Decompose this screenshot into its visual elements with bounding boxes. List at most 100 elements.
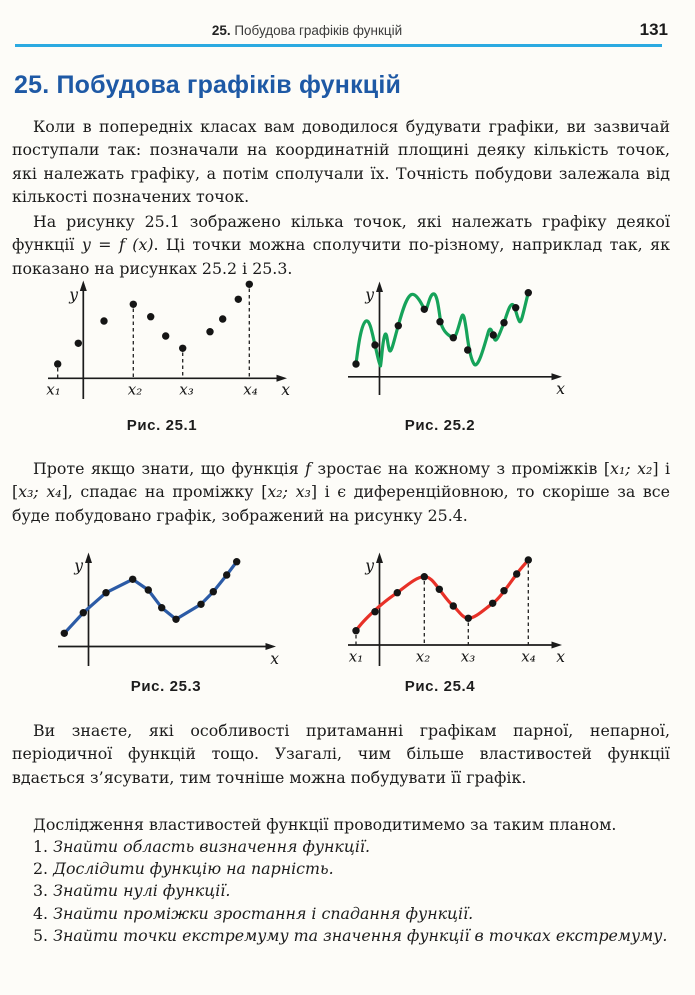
data-point <box>489 331 497 339</box>
data-point <box>234 295 242 303</box>
dashed-guides <box>57 288 250 378</box>
data-point <box>102 589 110 597</box>
y-axis-arrow <box>79 280 87 291</box>
section-heading: 25. Побудова графіків функцій <box>14 70 402 99</box>
polyline-curve <box>62 560 239 635</box>
text-run: Проте якщо знати, що функція <box>33 458 306 478</box>
data-point <box>158 604 166 612</box>
x-axis-arrow <box>276 374 287 382</box>
data-point <box>436 318 444 326</box>
text-run: ], спадає на проміжку [ <box>61 482 268 502</box>
data-point <box>524 556 532 564</box>
plan-item: 3. Знайти нулі функції. <box>12 880 672 902</box>
tick-label-x2: x₂ <box>416 648 430 666</box>
y-axis-label: y <box>68 286 78 304</box>
tick-label-x1: x₁ <box>46 381 60 399</box>
plan-item-text: Знайти проміжки зростання і спадання фун… <box>53 903 474 923</box>
plan-item-number: 5. <box>33 925 49 945</box>
plan-item-number: 4. <box>33 903 49 923</box>
plan-item-text: Знайти область визначення функції. <box>53 837 370 856</box>
x-axis-label: x <box>270 650 279 668</box>
running-head-section-number: 25. <box>211 23 231 38</box>
figure-25-3: y x <box>58 552 279 668</box>
y-axis-label: y <box>364 286 374 304</box>
text-run: ] і є диференційовною, то скоріше за все… <box>12 482 670 525</box>
math-inline: x₃; x₄ <box>18 482 62 502</box>
plan-item-number: 3. <box>33 881 49 901</box>
paragraph-intro: Коли в попередніх класах вам доводилося … <box>12 115 670 209</box>
data-point <box>74 339 83 347</box>
text-run: Дослідження властивостей функції проводи… <box>33 814 617 834</box>
plan-item-text: Знайти точки екстремуму та значення функ… <box>53 925 668 945</box>
tick-label-x2: x₂ <box>128 381 142 399</box>
tick-label-x3: x₃ <box>461 648 475 666</box>
paragraph-figure-ref: На рисунку 25.1 зображено кілька точок, … <box>12 210 670 280</box>
wavy-curve <box>354 291 530 368</box>
text-run: На рисунку 25.1 зображено кілька точок, … <box>12 211 670 255</box>
x-axis-arrow <box>551 373 562 381</box>
data-point <box>172 615 180 623</box>
data-point <box>144 586 152 594</box>
plan-item: 2. Дослідити функцію на парність. <box>12 858 672 880</box>
figure-caption: Рис. 25.2 <box>404 417 476 434</box>
y-axis-arrow <box>376 552 383 563</box>
text-run: зростає на кожному з проміжків [ <box>311 458 611 478</box>
data-point <box>420 305 428 313</box>
x-axis-label: x <box>281 381 290 399</box>
data-point <box>245 280 253 288</box>
data-point <box>129 575 137 583</box>
data-point <box>223 571 231 579</box>
data-point <box>464 346 472 354</box>
plan-item-text: Дослідити функцію на парність. <box>53 859 334 879</box>
data-point <box>394 322 402 330</box>
plan-list: 1. Знайти область визначення функції. 2.… <box>12 836 672 947</box>
data-point <box>393 589 401 597</box>
x-axis-label: x <box>556 380 565 398</box>
page-number: 131 <box>639 20 668 39</box>
data-point <box>371 341 379 349</box>
text-run: Ви знаєте, які особливості притаманні гр… <box>12 720 670 787</box>
data-point <box>512 304 520 312</box>
math-inline: x₁; x₂ <box>610 458 653 478</box>
math-inline: x₂; x₃ <box>267 482 311 502</box>
figure-25-2: y x <box>348 281 565 398</box>
plan-item-text: Знайти нулі функції. <box>53 881 231 901</box>
math-inline: y = f (x) <box>81 235 154 255</box>
y-axis-arrow <box>376 281 383 292</box>
x-axis-arrow <box>265 643 276 650</box>
text-run: Коли в попередніх класах вам доводилося … <box>12 116 670 207</box>
math-inline: f <box>305 458 312 478</box>
data-point <box>54 360 62 368</box>
paragraph-properties: Ви знаєте, які особливості притаманні гр… <box>12 719 670 789</box>
data-point <box>513 570 521 578</box>
dashed-guides <box>355 564 529 645</box>
y-axis-label: y <box>364 557 374 575</box>
data-point <box>100 317 108 325</box>
data-point <box>209 588 217 596</box>
tick-label-x4: x₄ <box>243 381 257 399</box>
tick-label-x1: x₁ <box>349 648 363 666</box>
figure-25-1: y x x₁ x₂ x₃ x₄ <box>46 280 290 399</box>
data-point <box>179 344 187 352</box>
header-rule <box>15 44 662 47</box>
data-point <box>352 360 360 368</box>
running-head: 25. Побудова графіків функцій <box>0 23 614 38</box>
y-axis-label: y <box>73 557 83 575</box>
smooth-curve <box>354 558 530 633</box>
tick-label-x3: x₃ <box>179 381 193 399</box>
data-point <box>60 629 68 637</box>
data-point <box>352 627 360 635</box>
data-point <box>79 609 88 617</box>
data-point <box>219 315 227 323</box>
plan-item-number: 1. <box>33 837 49 856</box>
data-point <box>420 573 428 581</box>
figure-25-4: y x x₁ x₂ x₃ x₄ <box>348 552 565 666</box>
plan-item: 1. Знайти область визначення функції. <box>12 836 672 858</box>
figure-caption: Рис. 25.4 <box>404 678 476 695</box>
data-point <box>147 313 155 321</box>
text-run: ] і [ <box>12 458 670 502</box>
plan-item: 5. Знайти точки екстремуму та значення ф… <box>12 925 672 947</box>
data-point <box>464 614 472 622</box>
x-axis-arrow <box>551 641 562 649</box>
